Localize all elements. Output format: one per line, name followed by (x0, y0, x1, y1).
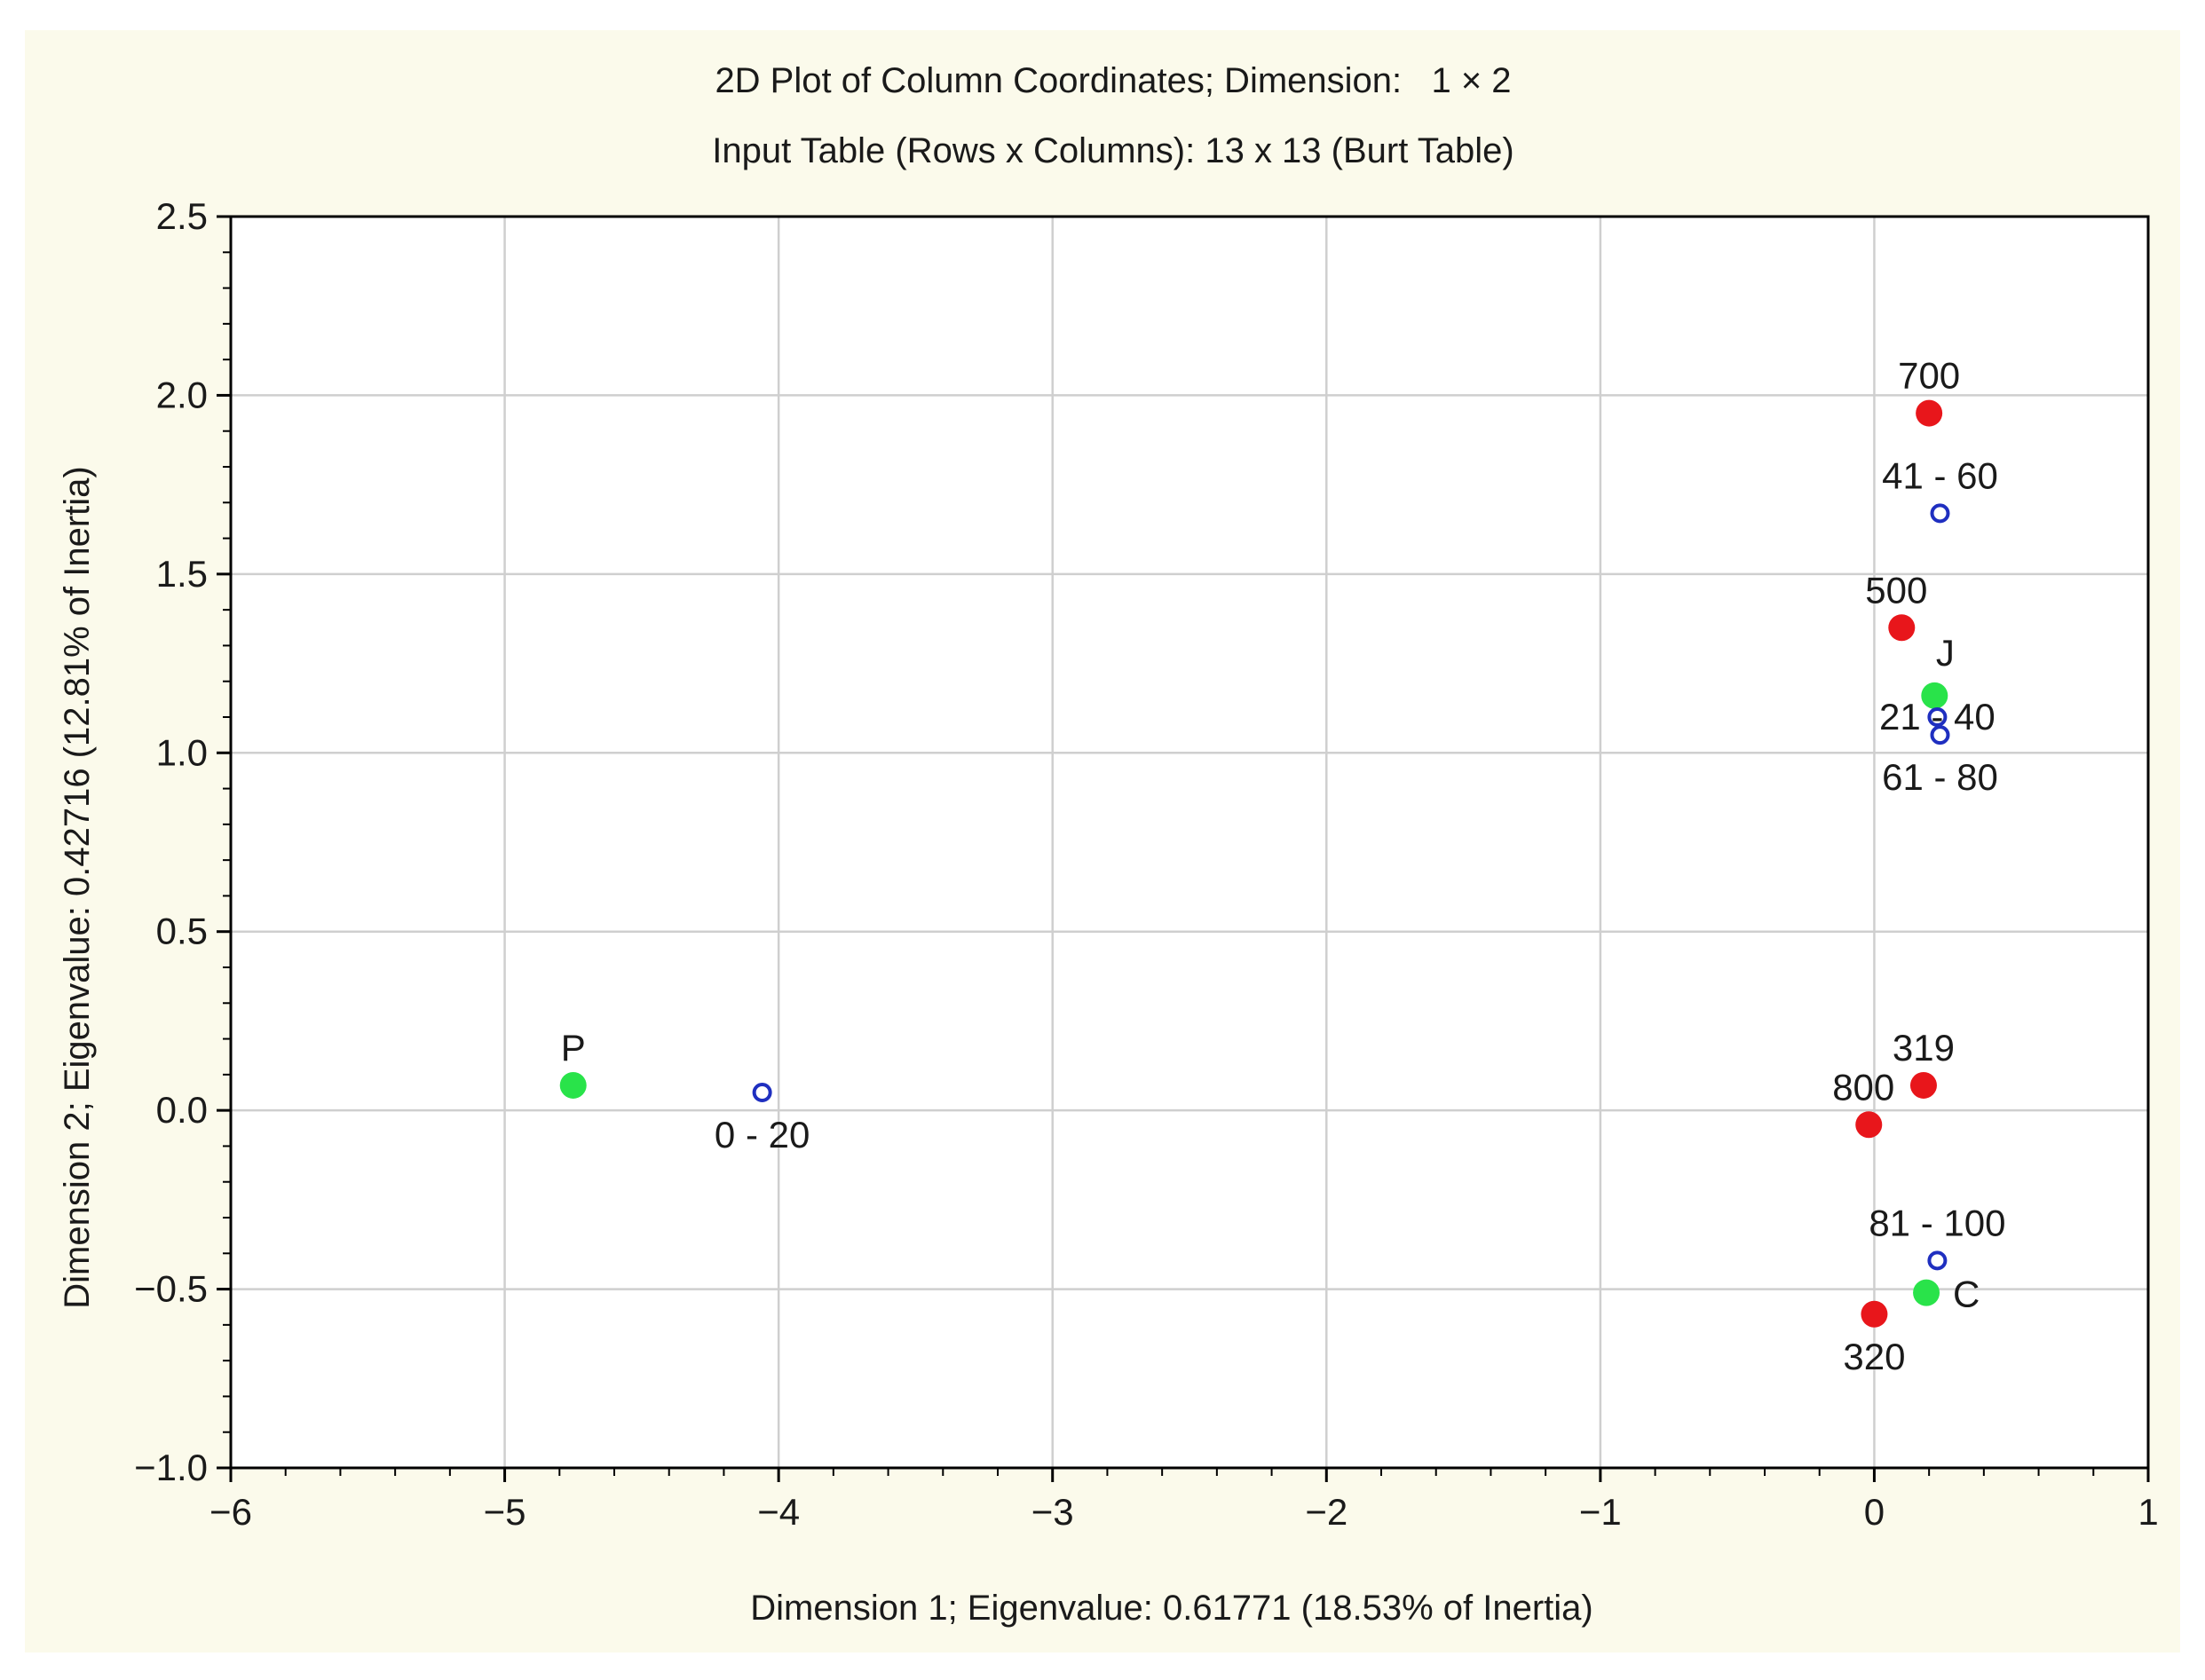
data-point-green-group (1921, 682, 1948, 709)
x-tick-label: −1 (1579, 1491, 1622, 1533)
data-point-blue-group (1930, 725, 1950, 745)
point-label: J (1936, 632, 1955, 674)
point-label: P (561, 1027, 586, 1069)
data-point-red-group (1861, 1300, 1888, 1328)
y-tick-label: 2.5 (156, 195, 208, 237)
data-point-red-group (1855, 1111, 1883, 1139)
data-point-green-group (559, 1071, 587, 1099)
chart-subtitle: Input Table (Rows x Columns): 13 x 13 (B… (712, 131, 1513, 170)
point-label: 21 - 40 (1879, 696, 1996, 737)
y-axis-label: Dimension 2; Eigenvalue: 0.42716 (12.81%… (58, 466, 97, 1308)
data-points (559, 399, 1950, 1328)
point-label: 61 - 80 (1882, 756, 1998, 798)
data-point-green-group (1913, 1279, 1940, 1306)
data-point-blue-group (752, 1083, 772, 1102)
y-tick-label: 1.0 (156, 731, 208, 773)
data-point-red-group (1909, 1071, 1937, 1099)
point-label: 0 - 20 (715, 1114, 810, 1155)
data-point-red-group (1888, 614, 1916, 642)
tick-marks (217, 215, 2150, 1482)
x-tick-label: −4 (757, 1491, 800, 1533)
point-label: 700 (1898, 355, 1960, 397)
point-label: 41 - 60 (1882, 454, 1998, 496)
chart-title: 2D Plot of Column Coordinates; Dimension… (715, 61, 1511, 100)
data-point-blue-group (1930, 503, 1950, 524)
x-tick-label: −5 (484, 1491, 526, 1533)
y-tick-label: 0.0 (156, 1089, 208, 1131)
point-label: 81 - 100 (1869, 1202, 2005, 1243)
point-label: 800 (1832, 1066, 1894, 1108)
y-tick-label: 1.5 (156, 553, 208, 595)
x-tick-label: −2 (1305, 1491, 1348, 1533)
gridlines (231, 217, 2148, 1468)
x-axis-label: Dimension 1; Eigenvalue: 0.61771 (18.53%… (750, 1589, 1592, 1628)
y-tick-label: 2.0 (156, 374, 208, 415)
y-tick-label: 0.5 (156, 911, 208, 952)
point-label: C (1953, 1274, 1980, 1315)
point-label: 319 (1893, 1027, 1955, 1069)
x-tick-label: −3 (1031, 1491, 1074, 1533)
data-point-blue-group (1927, 1250, 1948, 1271)
point-label: 320 (1843, 1336, 1905, 1377)
x-tick-label: 0 (1864, 1491, 1885, 1533)
plot-area (231, 217, 2148, 1468)
plot-frame (229, 215, 2150, 1470)
y-tick-label: −1.0 (134, 1447, 208, 1488)
y-tick-label: −0.5 (134, 1268, 208, 1310)
data-point-blue-group (1927, 707, 1948, 727)
data-point-red-group (1916, 399, 1943, 427)
point-label: 500 (1865, 569, 1927, 611)
x-tick-label: −6 (209, 1491, 252, 1533)
x-tick-label: 1 (2138, 1491, 2158, 1533)
